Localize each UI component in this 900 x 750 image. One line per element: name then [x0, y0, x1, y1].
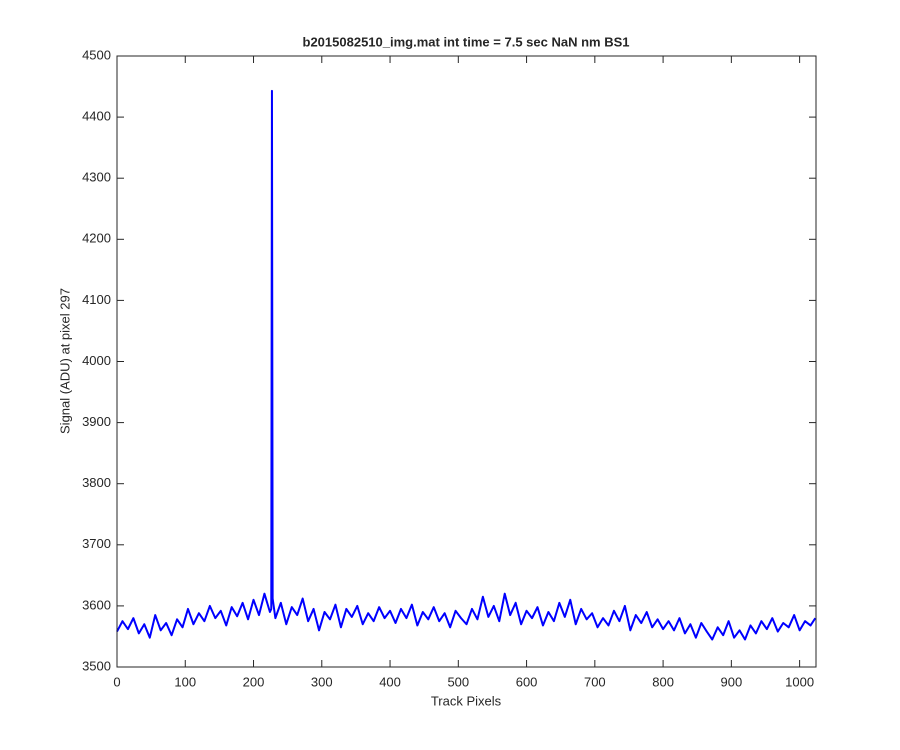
x-tick-label: 500: [447, 674, 469, 689]
x-tick-label: 600: [516, 674, 538, 689]
x-tick-label: 800: [652, 674, 674, 689]
x-tick-label: 100: [174, 674, 196, 689]
x-tick-label: 200: [243, 674, 265, 689]
y-tick-label: 4400: [82, 109, 111, 124]
y-tick-label: 4300: [82, 170, 111, 185]
y-tick-label: 3900: [82, 414, 111, 429]
y-tick-label: 4200: [82, 231, 111, 246]
y-tick-label: 3500: [82, 658, 111, 673]
y-tick-label: 4100: [82, 292, 111, 307]
x-axis-label: Track Pixels: [431, 693, 502, 708]
x-tick-label: 1000: [785, 674, 814, 689]
x-tick-label: 900: [721, 674, 743, 689]
y-tick-label: 3600: [82, 597, 111, 612]
x-tick-label: 0: [113, 674, 120, 689]
x-tick-label: 400: [379, 674, 401, 689]
y-tick-label: 4000: [82, 353, 111, 368]
data-line: [116, 89, 817, 641]
y-axis-label: Signal (ADU) at pixel 297: [57, 288, 72, 434]
x-tick-label: 700: [584, 674, 606, 689]
y-tick-label: 3800: [82, 475, 111, 490]
x-tick-label: 300: [311, 674, 333, 689]
y-tick-label: 4500: [82, 47, 111, 62]
chart-title: b2015082510_img.mat int time = 7.5 sec N…: [303, 34, 630, 49]
y-tick-label: 3700: [82, 536, 111, 551]
